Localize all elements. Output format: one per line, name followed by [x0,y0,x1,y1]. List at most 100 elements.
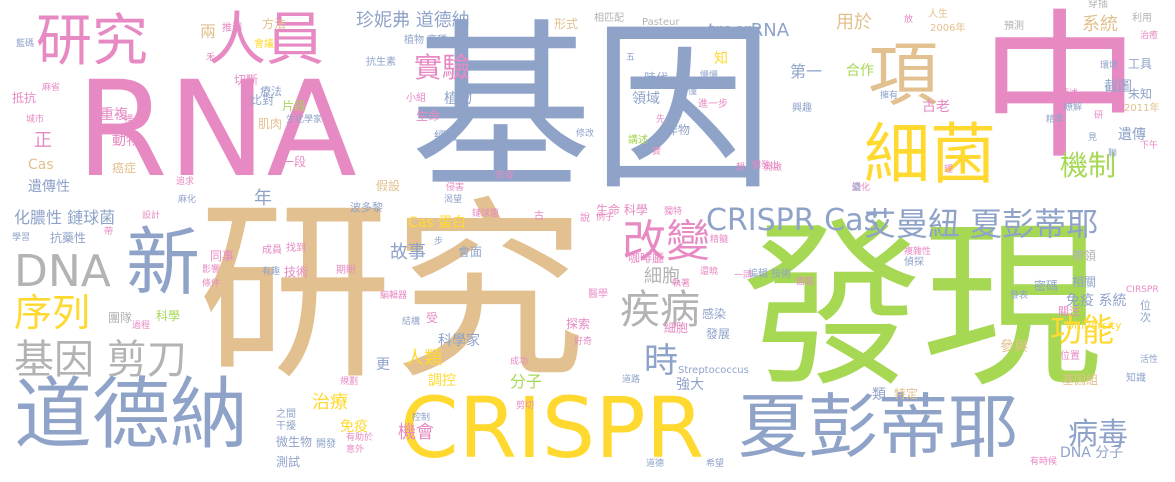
cloud-word: 知 [714,51,728,67]
cloud-word: 知識 [1126,373,1146,384]
cloud-word: 之間 [276,409,296,420]
cloud-word: 條件 [202,279,221,289]
cloud-word: 發表 [1010,291,1029,301]
cloud-word: CRISPR Cas [706,203,880,238]
cloud-word: 道路 [622,375,641,385]
cloud-word: 年 [254,188,272,209]
cloud-word: 類 [872,387,886,403]
cloud-word: 調控 [428,373,456,389]
cloud-word: 小組 [406,93,426,104]
cloud-word: 植物 育種 [404,35,448,46]
cloud-word: 中 [980,0,1141,181]
cloud-word: 麻省 [42,83,61,93]
cloud-word: 更 [376,357,390,373]
cloud-word: 禾 [206,53,216,63]
cloud-word: 實 [652,147,662,157]
cloud-word: 穿插 [1088,0,1108,10]
cloud-word: 先 [656,115,666,125]
cloud-word: 成員 [262,245,282,256]
cloud-word: 抗藥性 [50,231,87,245]
cloud-word: 團隊 [108,311,133,325]
cloud-word: 兩 [200,22,217,41]
cloud-word: 開發出 [752,161,780,171]
cloud-word: 干擾 [276,421,296,432]
cloud-word: 期盼 [336,265,356,276]
cloud-word: 結構 [402,317,421,327]
cloud-word: 技術 [284,265,309,279]
cloud-word: 感染 [702,307,727,321]
cloud-word: 基因 [410,3,774,215]
cloud-word: 研 [1094,111,1104,121]
cloud-word: 相匹配 [594,13,624,24]
cloud-word: 進一步 [698,99,728,110]
cloud-word: 正 [34,130,52,151]
cloud-word: 特定 [894,387,919,401]
cloud-word: 帶 [104,227,114,237]
cloud-word: 道德 [646,459,665,469]
cloud-word: 麻化 [178,195,197,205]
cloud-word: 同事 [210,249,235,263]
cloud-word: 基因 剪刀 [14,337,187,383]
cloud-word: 2011年 [1124,103,1160,114]
cloud-word: 作物 [666,123,691,137]
cloud-word: 規劃 [340,377,359,387]
cloud-word: 意外 [346,445,365,455]
cloud-word: 發展 [706,327,731,341]
cloud-word: 興趣 [792,103,812,114]
cloud-word: 人員 [208,5,325,73]
cloud-word: 醫學 [588,289,608,300]
cloud-word: 瞭解 [1064,103,1083,113]
cloud-word: 成功 [510,357,529,367]
cloud-word: DNA 分子 [1060,445,1124,461]
cloud-word: 咖啡廳 [628,251,665,265]
cloud-word: 用於 [836,12,872,33]
cloud-word: 新 [126,220,200,306]
cloud-word: 非 [1110,39,1120,49]
cloud-word: 比對 [250,93,275,107]
cloud-word: 侵害 [446,183,465,193]
cloud-word: 抗生素 [366,57,396,68]
cloud-word: 植物 [444,91,472,107]
cloud-word: 肌肉 [258,117,283,131]
cloud-word: 抵抗 [12,91,37,105]
cloud-word: 免疫 [340,419,368,435]
cloud-word: 病毒 [1068,417,1128,452]
cloud-word: 會議 [254,39,274,50]
cloud-word: 相關 [1072,275,1097,289]
cloud-word: 次 [1140,311,1151,324]
cloud-word: 鏈球菌 [472,209,500,219]
cloud-word: 強大 [676,377,704,393]
cloud-word: 免疫 系統 [1066,293,1127,309]
cloud-word: 下午 [1140,141,1159,151]
cloud-word: 渴望 [444,195,463,205]
cloud-word: 項 [868,34,938,116]
cloud-word: 夏彭蒂耶 [738,386,1018,468]
cloud-word: 評述 [1060,89,1079,99]
cloud-word: 影響 [202,265,221,275]
cloud-word: 會面 [458,245,483,259]
cloud-word: 例子 [596,213,615,223]
cloud-word: 科學 [156,309,181,323]
cloud-word: 追求 [176,177,195,187]
cloud-word: 實驗 [414,51,471,84]
cloud-word: 古 [534,211,544,222]
cloud-word: 領域 [632,91,660,107]
cloud-word: 帶領 [1072,249,1097,263]
cloud-word: 古老 [922,99,950,115]
cloud-word: 微生物 [276,435,313,449]
cloud-word: 聯 [1108,149,1118,159]
cloud-word: 研究 [36,9,148,74]
cloud-word: DNA [14,246,111,297]
cloud-word: 理 [944,165,954,175]
cloud-word: 關注 [1058,305,1080,318]
cloud-word: 科學家 [438,333,480,349]
cloud-word: 還曉 [700,267,719,277]
cloud-word: 細胞 [644,266,680,287]
cloud-word: 2006年 [930,23,966,34]
cloud-word: CRISPR [400,379,705,477]
cloud-word: 功能 [1050,311,1115,349]
cloud-word: 疾病 [620,287,700,333]
cloud-word: 工具 [1128,57,1153,71]
cloud-word: 編輯器 [380,291,408,301]
